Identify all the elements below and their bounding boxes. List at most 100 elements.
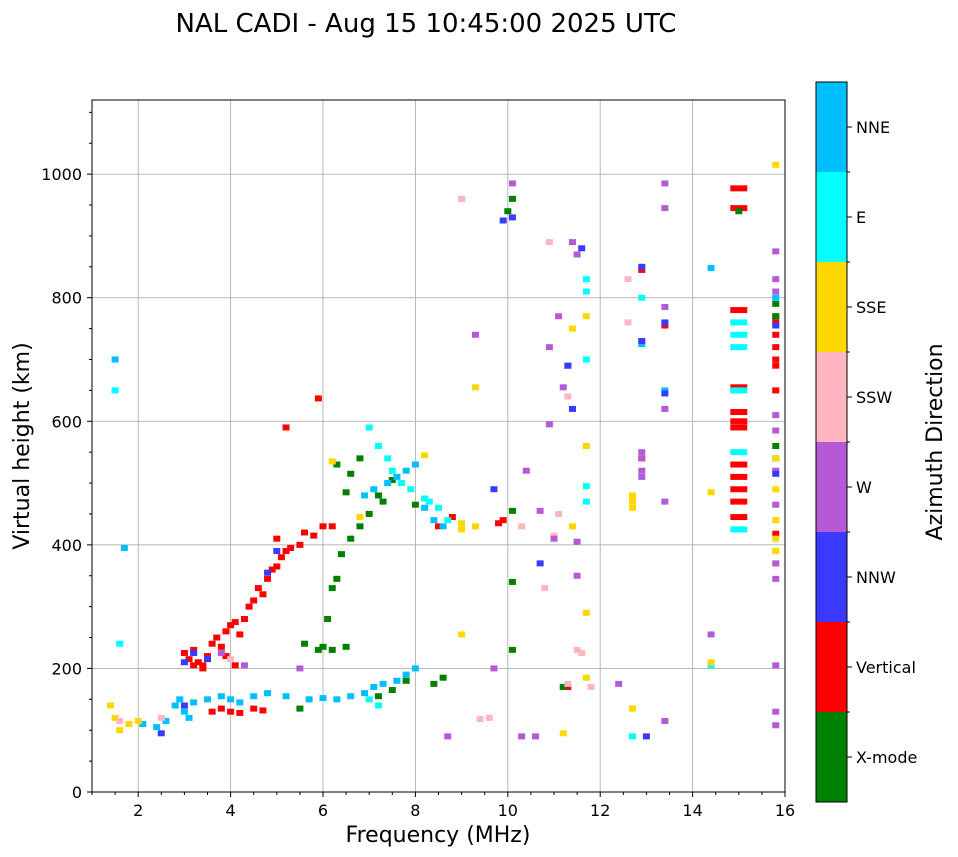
data-point-sse: [471, 384, 479, 391]
data-point-x-mode: [328, 585, 336, 592]
data-point-nnw: [264, 569, 272, 576]
data-point-w: [661, 498, 669, 505]
data-point-vertical: [259, 707, 267, 714]
data-point-w: [522, 467, 530, 474]
data-point-x-mode: [337, 551, 345, 558]
y-tick-label: 800: [51, 289, 82, 308]
data-point-x-mode: [347, 535, 355, 542]
data-point-vertical: [638, 266, 646, 273]
data-point-vertical: [273, 563, 281, 570]
colorbar-swatch: [816, 712, 847, 802]
data-point-nne: [661, 387, 669, 394]
data-point-nne: [411, 461, 419, 468]
data-point-e: [730, 387, 748, 394]
data-point-nne: [185, 714, 193, 721]
data-point-vertical: [730, 473, 748, 480]
data-point-vertical: [730, 418, 748, 425]
data-point-vertical: [180, 649, 188, 656]
data-point-x-mode: [439, 674, 447, 681]
data-point-nne: [361, 492, 369, 499]
colorbar-frame: [815, 81, 848, 803]
data-point-nne: [393, 473, 401, 480]
data-point-ssw: [518, 523, 526, 530]
data-point-sse: [772, 161, 780, 168]
data-point-nne: [162, 717, 170, 724]
data-point-sse: [458, 520, 466, 527]
data-point-nne: [772, 294, 780, 301]
data-point-x-mode: [296, 705, 304, 712]
data-point-w: [573, 538, 581, 545]
data-point-e: [730, 449, 748, 456]
data-point-vertical: [250, 705, 258, 712]
data-point-e: [365, 696, 373, 703]
data-point-e: [425, 498, 433, 505]
data-point-sse: [582, 674, 590, 681]
data-point-w: [772, 427, 780, 434]
chart-title: NAL CADI - Aug 15 10:45:00 2025 UTC: [176, 9, 677, 39]
data-point-x-mode: [365, 510, 373, 517]
data-point-nne: [139, 721, 147, 728]
data-point-sse: [629, 498, 637, 505]
data-point-ssw: [573, 646, 581, 653]
data-point-x-mode: [342, 489, 350, 496]
data-point-x-mode: [772, 443, 780, 449]
data-point-e: [374, 702, 382, 709]
data-point-vertical: [213, 634, 221, 641]
data-point-sse: [772, 548, 780, 555]
data-point-nne: [402, 467, 410, 474]
data-point-sse: [471, 523, 479, 530]
data-point-w: [573, 572, 581, 579]
data-point-vertical: [328, 523, 336, 530]
data-point-w: [772, 708, 780, 715]
data-point-e: [629, 733, 637, 740]
data-point-nne: [176, 696, 184, 703]
data-point-ssw: [564, 393, 572, 400]
data-point-e: [582, 288, 590, 295]
data-point-x-mode: [333, 575, 341, 582]
data-point-sse: [772, 455, 780, 462]
x-tick-label: 8: [410, 801, 420, 820]
data-point-w: [545, 344, 553, 351]
data-point-nnw: [638, 263, 646, 270]
data-point-vertical: [240, 616, 248, 622]
data-point-x-mode: [559, 683, 567, 690]
data-point-w: [772, 412, 780, 419]
data-point-vertical: [282, 424, 290, 431]
data-point-vertical: [199, 662, 207, 669]
data-point-nnw: [204, 656, 211, 663]
data-point-ssw: [624, 319, 632, 326]
data-point-ssw: [541, 585, 549, 592]
data-point-sse: [629, 705, 637, 712]
data-point-e: [435, 504, 442, 511]
data-point-sse: [582, 443, 590, 449]
data-point-ssw: [555, 510, 563, 517]
data-point-w: [661, 303, 669, 310]
data-point-nne: [153, 724, 161, 731]
data-point-vertical: [231, 619, 239, 626]
data-point-nne: [305, 696, 313, 703]
data-point-e: [388, 467, 396, 474]
data-point-nnw: [508, 214, 516, 221]
data-point-ssw: [564, 680, 572, 687]
data-point-nne: [638, 341, 646, 348]
data-point-nne: [402, 671, 410, 678]
data-point-sse: [106, 702, 114, 709]
data-point-e: [374, 443, 382, 449]
data-point-x-mode: [504, 208, 512, 215]
data-point-x-mode: [314, 646, 322, 653]
data-point-vertical: [204, 653, 211, 660]
data-point-e: [582, 498, 590, 505]
colorbar-swatch: [816, 352, 847, 442]
data-point-x-mode: [772, 300, 780, 307]
colorbar-label: NNE: [856, 118, 890, 137]
data-point-x-mode: [379, 498, 387, 505]
data-point-sse: [582, 609, 590, 616]
data-point-w: [444, 733, 452, 740]
data-point-w: [661, 717, 669, 724]
data-point-nne: [393, 677, 401, 684]
x-tick-label: 2: [133, 801, 143, 820]
data-point-vertical: [301, 529, 309, 536]
data-point-vertical: [772, 356, 780, 363]
data-point-x-mode: [402, 677, 410, 684]
